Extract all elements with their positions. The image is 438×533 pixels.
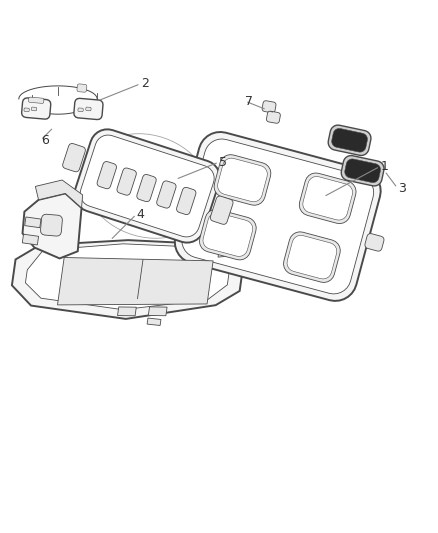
- Polygon shape: [332, 128, 367, 152]
- Polygon shape: [117, 307, 136, 316]
- Polygon shape: [199, 209, 256, 260]
- Text: 5: 5: [219, 156, 227, 168]
- Polygon shape: [25, 217, 41, 228]
- Polygon shape: [28, 97, 44, 103]
- Polygon shape: [74, 130, 220, 243]
- Polygon shape: [345, 159, 381, 183]
- Text: 3: 3: [398, 182, 406, 195]
- Polygon shape: [35, 180, 83, 208]
- Text: 7: 7: [245, 95, 254, 108]
- Polygon shape: [22, 193, 81, 259]
- Polygon shape: [78, 108, 83, 112]
- Polygon shape: [148, 307, 167, 316]
- Polygon shape: [77, 84, 87, 92]
- Polygon shape: [182, 139, 374, 294]
- Text: 2: 2: [141, 77, 149, 90]
- Polygon shape: [117, 168, 136, 195]
- Polygon shape: [137, 174, 156, 201]
- Polygon shape: [24, 108, 29, 112]
- Polygon shape: [40, 214, 62, 236]
- Polygon shape: [21, 98, 51, 119]
- Polygon shape: [63, 143, 85, 172]
- Polygon shape: [210, 196, 233, 224]
- Polygon shape: [25, 244, 230, 310]
- Polygon shape: [218, 158, 267, 202]
- Polygon shape: [147, 318, 161, 326]
- Text: 1: 1: [381, 160, 389, 173]
- Polygon shape: [218, 216, 254, 257]
- Polygon shape: [287, 236, 337, 279]
- Polygon shape: [97, 161, 117, 189]
- Polygon shape: [12, 240, 244, 319]
- Polygon shape: [203, 213, 253, 256]
- Polygon shape: [74, 99, 103, 119]
- Polygon shape: [299, 173, 356, 224]
- Polygon shape: [57, 257, 213, 305]
- Polygon shape: [86, 107, 91, 111]
- Polygon shape: [283, 232, 340, 282]
- Polygon shape: [303, 176, 353, 220]
- Polygon shape: [262, 101, 276, 113]
- Polygon shape: [266, 111, 280, 123]
- Polygon shape: [32, 107, 37, 111]
- Polygon shape: [22, 234, 39, 245]
- Polygon shape: [341, 156, 384, 186]
- Polygon shape: [365, 233, 384, 251]
- Polygon shape: [214, 155, 271, 205]
- Text: 4: 4: [137, 208, 145, 221]
- Text: 6: 6: [41, 134, 49, 147]
- Polygon shape: [175, 132, 381, 301]
- Polygon shape: [157, 181, 176, 208]
- Polygon shape: [328, 125, 371, 156]
- Polygon shape: [177, 188, 196, 215]
- Polygon shape: [80, 135, 214, 237]
